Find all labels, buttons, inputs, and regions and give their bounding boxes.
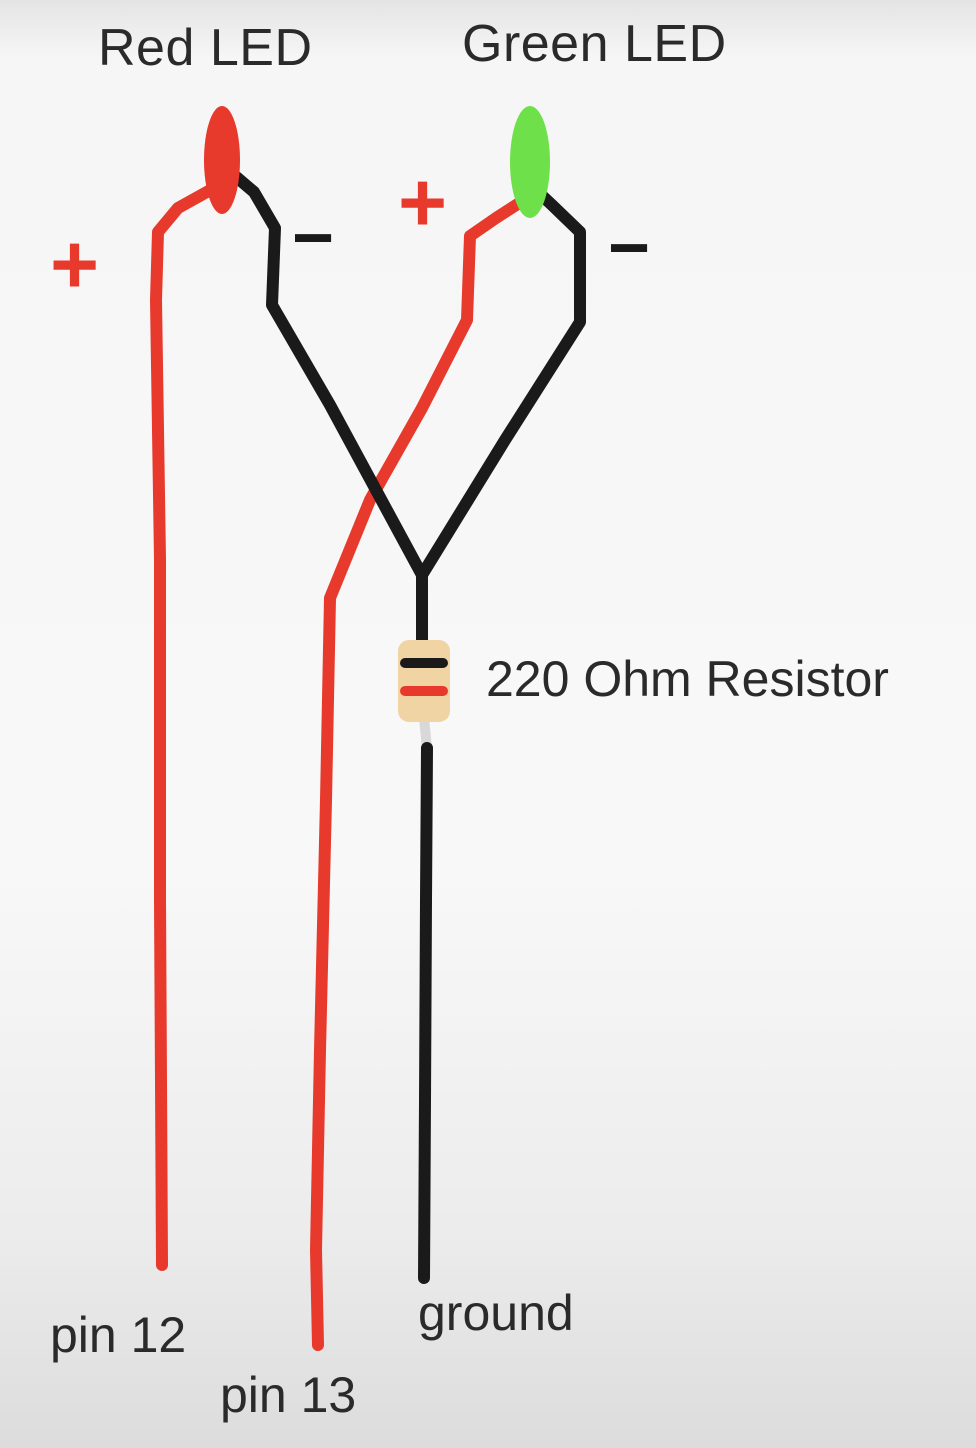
wire-pin12: [150, 182, 220, 1271]
red-led-label: Red LED: [98, 19, 313, 77]
red-led-minus-sign: −: [292, 198, 335, 278]
wire-green-led-negative: [416, 184, 586, 581]
resistor-band-black: [400, 658, 448, 668]
ground-label: ground: [418, 1285, 574, 1341]
pin12-label: pin 12: [50, 1307, 187, 1363]
green-led-minus-sign: −: [608, 208, 651, 288]
pin13-label: pin 13: [220, 1367, 357, 1423]
resistor-label: 220 Ohm Resistor: [486, 651, 889, 707]
wire-ground: [418, 742, 433, 1284]
resistor-band-red: [400, 686, 448, 696]
green-led-plus-sign: +: [398, 155, 448, 249]
green-led-label: Green LED: [462, 15, 727, 73]
wire-red-led-negative: [228, 169, 428, 581]
red-led-icon: [204, 106, 240, 214]
green-led-icon: [510, 106, 550, 218]
wire-pin13: [310, 194, 530, 1351]
resistor-icon: [398, 640, 450, 722]
red-led-plus-sign: +: [50, 217, 100, 311]
